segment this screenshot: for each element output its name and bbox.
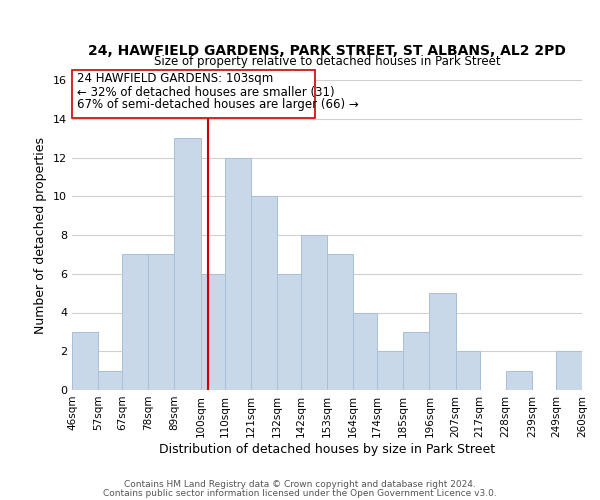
Text: Contains public sector information licensed under the Open Government Licence v3: Contains public sector information licen… <box>103 489 497 498</box>
Bar <box>224 158 251 390</box>
Bar <box>72 332 98 390</box>
Bar <box>327 254 353 390</box>
Bar <box>301 235 327 390</box>
Bar <box>277 274 301 390</box>
X-axis label: Distribution of detached houses by size in Park Street: Distribution of detached houses by size … <box>159 442 495 456</box>
Bar <box>403 332 430 390</box>
Bar <box>377 351 403 390</box>
Text: 67% of semi-detached houses are larger (66) →: 67% of semi-detached houses are larger (… <box>77 98 359 112</box>
Title: 24, HAWFIELD GARDENS, PARK STREET, ST ALBANS, AL2 2PD: 24, HAWFIELD GARDENS, PARK STREET, ST AL… <box>88 44 566 58</box>
Text: Size of property relative to detached houses in Park Street: Size of property relative to detached ho… <box>154 54 500 68</box>
Bar <box>148 254 175 390</box>
Bar <box>556 351 582 390</box>
Text: ← 32% of detached houses are smaller (31): ← 32% of detached houses are smaller (31… <box>77 86 334 99</box>
Bar <box>200 274 224 390</box>
Y-axis label: Number of detached properties: Number of detached properties <box>34 136 47 334</box>
Text: 24 HAWFIELD GARDENS: 103sqm: 24 HAWFIELD GARDENS: 103sqm <box>77 72 273 85</box>
FancyBboxPatch shape <box>72 70 315 118</box>
Bar <box>98 370 122 390</box>
Bar <box>175 138 200 390</box>
Bar <box>455 351 479 390</box>
Bar <box>430 293 455 390</box>
Text: Contains HM Land Registry data © Crown copyright and database right 2024.: Contains HM Land Registry data © Crown c… <box>124 480 476 489</box>
Bar <box>251 196 277 390</box>
Bar <box>506 370 532 390</box>
Bar <box>122 254 148 390</box>
Bar <box>353 312 377 390</box>
